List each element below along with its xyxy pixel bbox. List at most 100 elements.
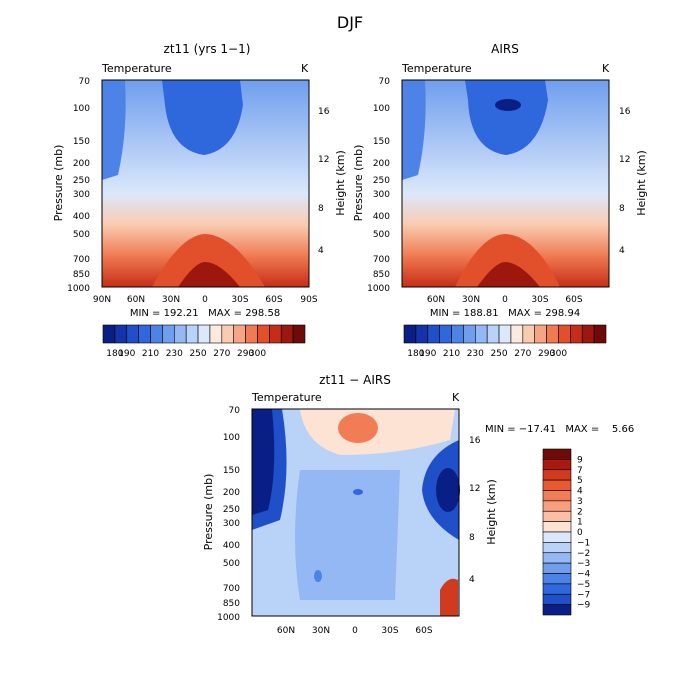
y-tick-label: 400 xyxy=(373,212,390,222)
y2-tick-label: 12 xyxy=(469,484,480,494)
colorbar-label: 270 xyxy=(213,349,230,359)
colorbar-label: 190 xyxy=(118,349,135,359)
x-tick-label: 60S xyxy=(265,295,282,305)
y-tick-label: 500 xyxy=(73,230,90,240)
y2-tick-label: 8 xyxy=(318,204,324,214)
y2-axis-label: Height (km) xyxy=(635,150,648,216)
colorbar-swatch xyxy=(150,324,163,344)
colorbar-swatch xyxy=(542,459,572,471)
y2-axis-label: Height (km) xyxy=(334,150,347,216)
y-tick-label: 300 xyxy=(373,190,390,200)
y-tick-label: 700 xyxy=(373,255,390,265)
colorbar-swatch xyxy=(542,469,572,481)
y-tick-label: 500 xyxy=(373,230,390,240)
colorbar-swatch xyxy=(542,583,572,595)
panel-difference: zt11 − AIRS Temperature K Pressure (mb) … xyxy=(202,373,634,636)
y-tick-label: 500 xyxy=(223,559,240,569)
panel-airs: AIRS Temperature K Pressure (mb) Height … xyxy=(352,42,648,359)
colorbar-label: 9 xyxy=(577,455,583,465)
colorbar-swatch xyxy=(486,324,500,344)
y-tick-label: 70 xyxy=(379,77,391,87)
y2-tick-label: 8 xyxy=(469,533,475,543)
colorbar-label: 300 xyxy=(550,349,567,359)
colorbar-swatch xyxy=(257,324,270,344)
contour-cold-left xyxy=(402,80,426,180)
colorbar-label: −5 xyxy=(577,580,590,590)
colorbar-swatch xyxy=(474,324,488,344)
x-tick-label: 90N xyxy=(93,295,111,305)
y-tick-label: 850 xyxy=(373,270,390,280)
plot-frame xyxy=(401,79,610,288)
colorbar-label: 180 xyxy=(407,349,424,359)
colorbar-label: 290 xyxy=(237,349,254,359)
colorbar-label: 2 xyxy=(577,507,583,517)
y-tick-label: 70 xyxy=(229,406,241,416)
y2-tick-label: 8 xyxy=(619,204,625,214)
y-tick-label: 100 xyxy=(223,433,240,443)
y-tick-label: 700 xyxy=(73,255,90,265)
contour-cold-right-core xyxy=(436,468,460,512)
contour-cold-spot xyxy=(353,489,363,495)
y-tick-label: 250 xyxy=(373,176,390,186)
x-tick-label: 60S xyxy=(565,295,582,305)
y2-tick-label: 4 xyxy=(318,246,324,256)
colorbar-swatch xyxy=(451,324,464,344)
colorbar-swatch xyxy=(498,324,512,344)
colorbar-swatch xyxy=(245,324,258,344)
colorbar-swatch xyxy=(233,324,246,344)
colorbar-swatch xyxy=(581,324,595,344)
colorbar-label: 7 xyxy=(577,466,583,476)
x-tick-label: 60N xyxy=(277,626,295,636)
colorbar-swatch xyxy=(542,573,572,585)
y-tick-label: 150 xyxy=(373,137,390,147)
y-tick-label: 150 xyxy=(223,466,240,476)
y-tick-label: 300 xyxy=(73,190,90,200)
colorbar-swatch xyxy=(522,324,536,344)
y-tick-label: 200 xyxy=(73,159,90,169)
y2-tick-labels: 16 12 8 4 xyxy=(318,107,330,256)
x-tick-label: 30N xyxy=(312,626,330,636)
colorbar-swatch xyxy=(546,324,559,344)
colorbar-label: 230 xyxy=(166,349,183,359)
y-tick-label: 400 xyxy=(73,212,90,222)
figure-title: DJF xyxy=(337,13,363,32)
colorbar-label: 270 xyxy=(514,349,531,359)
contour-warm-core xyxy=(152,234,265,287)
contour-warm-core xyxy=(455,234,560,287)
y2-tick-labels: 16 12 8 4 xyxy=(469,436,481,585)
panel-unit-label: K xyxy=(301,62,309,75)
colorbar-label: 190 xyxy=(419,349,436,359)
x-tick-labels: 60N 30N 0 30S 60S xyxy=(277,626,433,636)
y-tick-label: 300 xyxy=(223,519,240,529)
y-tick-label: 850 xyxy=(73,270,90,280)
panel-left-label: Temperature xyxy=(401,62,472,75)
colorbar-swatch xyxy=(542,479,572,491)
min-max-stats: MIN = −17.41 MAX = 5.66 xyxy=(485,424,634,435)
panel-title: zt11 − AIRS xyxy=(319,373,391,387)
x-tick-label: 30S xyxy=(231,295,248,305)
x-tick-labels: 60N 30N 0 30S 60S xyxy=(427,295,583,305)
colorbar-swatch xyxy=(542,510,572,522)
colorbar-label: 1 xyxy=(577,518,583,528)
y2-tick-label: 4 xyxy=(469,575,475,585)
colorbar-label: 210 xyxy=(142,349,159,359)
x-tick-label: 30N xyxy=(162,295,180,305)
colorbar-label: 180 xyxy=(106,349,123,359)
colorbar-swatch xyxy=(570,324,583,344)
panel-title: zt11 (yrs 1−1) xyxy=(164,42,251,56)
colorbar-swatch xyxy=(114,324,128,344)
colorbar-swatch xyxy=(138,324,151,344)
colorbar-swatch xyxy=(415,324,429,344)
colorbar-swatch xyxy=(542,531,572,543)
colorbar-label: 290 xyxy=(538,349,555,359)
y-tick-label: 1000 xyxy=(217,613,240,623)
colorbar-swatch xyxy=(542,448,572,460)
colorbar-swatch xyxy=(403,324,417,344)
contour-coldest-core xyxy=(495,99,521,111)
y-tick-label: 100 xyxy=(73,104,90,114)
x-tick-label: 60N xyxy=(127,295,145,305)
colorbar-label: 230 xyxy=(467,349,484,359)
